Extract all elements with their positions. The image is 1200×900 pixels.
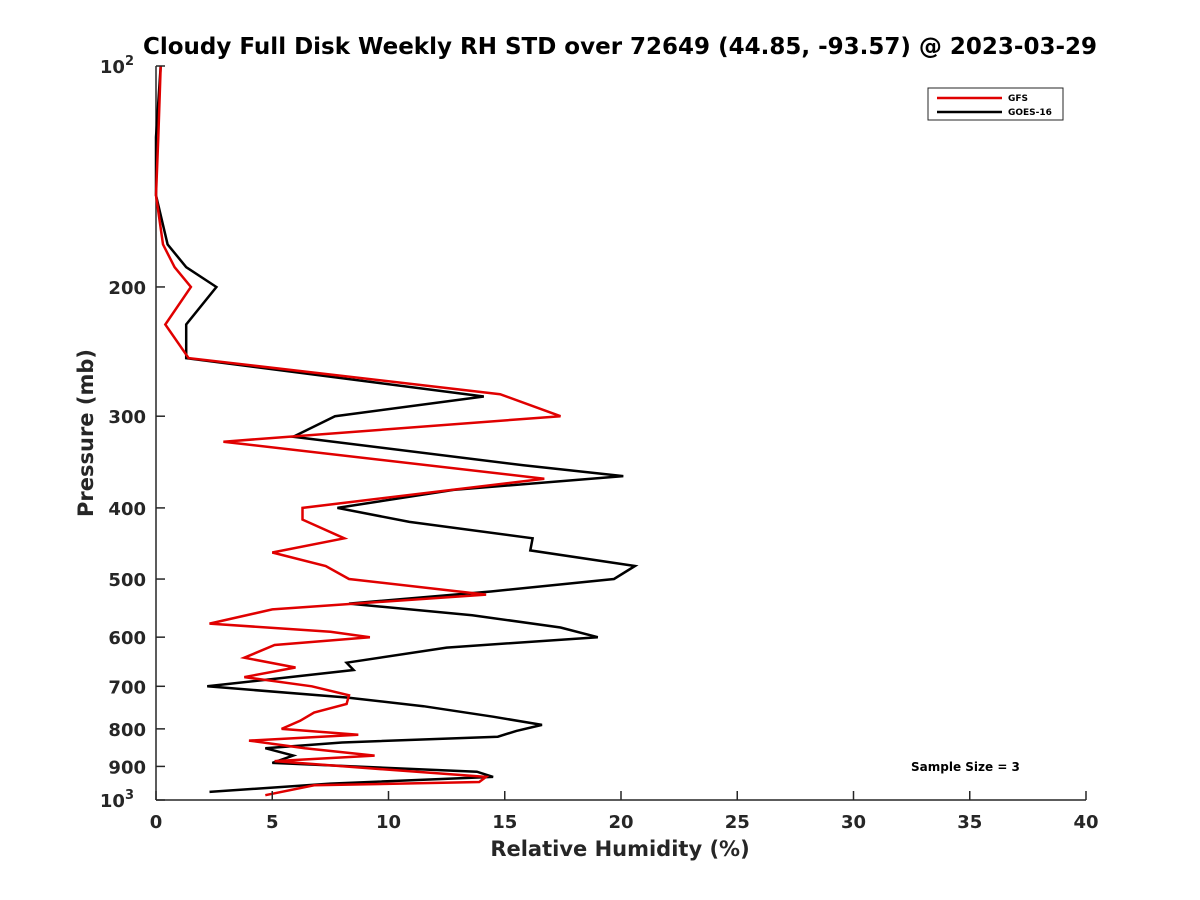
- x-tick-label: 0: [150, 812, 163, 833]
- y-tick-label: 102: [100, 54, 134, 78]
- y-tick-label: 500: [108, 570, 146, 591]
- y-tick-label: 700: [108, 677, 146, 698]
- legend: GFS GOES-16: [927, 87, 1064, 121]
- chart-title: Cloudy Full Disk Weekly RH STD over 7264…: [143, 34, 1097, 60]
- y-tick-label: 400: [108, 499, 146, 520]
- x-tick-label: 40: [1073, 812, 1098, 833]
- legend-box: [927, 87, 1064, 121]
- x-tick-label: 5: [266, 812, 279, 833]
- x-tick-label: 30: [841, 812, 866, 833]
- x-axis-label: Relative Humidity (%): [490, 837, 749, 861]
- y-ticks: 102 200 300 400 500 600 700 800 900 103: [100, 54, 165, 812]
- series-line-gfs: [154, 65, 561, 797]
- plot-area: 0 5 10 15 20 25 30 35 40 102 200 300 400 500 600 700 80…: [100, 54, 1099, 833]
- y-tick-label: 900: [108, 757, 146, 778]
- x-ticks: 0 5 10 15 20 25 30 35 40: [150, 791, 1099, 833]
- y-tick-label: 103: [100, 788, 134, 812]
- x-tick-label: 10: [376, 812, 401, 833]
- legend-label-goes-16: GOES-16: [1008, 108, 1052, 118]
- y-axis-label: Pressure (mb): [74, 349, 98, 517]
- legend-entries: GFS GOES-16: [937, 94, 1052, 118]
- legend-label-gfs: GFS: [1008, 94, 1028, 104]
- y-tick-label: 600: [108, 628, 146, 649]
- x-tick-label: 25: [725, 812, 750, 833]
- sample-size-annotation: Sample Size = 3: [911, 760, 1020, 774]
- x-tick-label: 15: [492, 812, 517, 833]
- x-tick-label: 20: [608, 812, 633, 833]
- x-tick-label: 35: [957, 812, 982, 833]
- series-layer: [154, 65, 639, 797]
- y-tick-label: 300: [108, 407, 146, 428]
- y-tick-label: 800: [108, 720, 146, 741]
- y-tick-label: 200: [108, 278, 146, 299]
